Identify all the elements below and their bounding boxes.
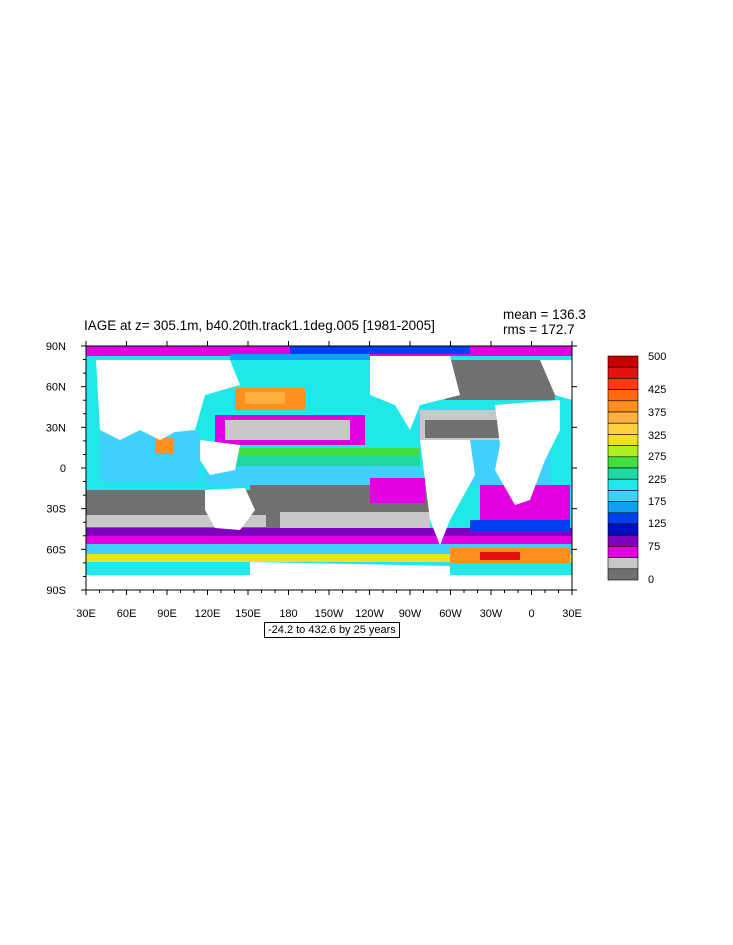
latitude-label: 90S xyxy=(46,585,66,597)
colorbar-label: 125 xyxy=(648,518,666,530)
longitude-label: 30E xyxy=(562,608,582,620)
colorbar-label: 500 xyxy=(648,351,666,363)
colorbar-labels: 500 425 375 325 275 225 175 125 75 0 xyxy=(648,351,666,586)
colorbar-label: 175 xyxy=(648,496,666,508)
colorbar-swatch xyxy=(607,557,639,570)
colorbar-swatch xyxy=(607,523,639,536)
colorbar xyxy=(607,355,639,581)
colorbar-swatch xyxy=(607,490,639,502)
ocean-age-field xyxy=(86,346,572,590)
latitude-label: 60N xyxy=(46,382,66,394)
longitude-label: 0 xyxy=(528,608,534,620)
latitude-label: 30S xyxy=(46,504,66,516)
longitude-label: 150E xyxy=(235,608,261,620)
longitude-label: 150W xyxy=(315,608,344,620)
colorbar-swatch xyxy=(607,378,639,390)
colorbar-swatch xyxy=(607,512,639,525)
colorbar-swatch xyxy=(607,422,639,435)
colorbar-swatch xyxy=(607,355,639,368)
colorbar-swatch xyxy=(607,568,639,581)
colorbar-label: 375 xyxy=(648,407,666,419)
colorbar-label: 75 xyxy=(648,541,660,553)
plot-title: IAGE at z= 305.1m, b40.20th.track1.1deg.… xyxy=(84,318,435,333)
longitude-label: 30E xyxy=(76,608,96,620)
latitude-label: 60S xyxy=(46,544,66,556)
colorbar-label: 275 xyxy=(648,451,666,463)
latitude-labels: 90N 60N 30N 0 30S 60S 90S xyxy=(46,341,66,597)
longitude-labels: 30E 60E 90E 120E 150E 180 150W 120W 90W 60W 30W 0 30… xyxy=(76,608,582,620)
colorbar-swatch xyxy=(607,445,639,458)
latitude-label: 0 xyxy=(60,463,66,475)
colorbar-swatch xyxy=(607,434,639,446)
colorbar-swatch xyxy=(607,456,639,469)
longitude-label: 120E xyxy=(195,608,221,620)
colorbar-swatch xyxy=(607,467,639,480)
longitude-label: 60W xyxy=(439,608,462,620)
longitude-label: 180 xyxy=(279,608,297,620)
latitude-label: 30N xyxy=(46,422,66,434)
colorbar-label: 325 xyxy=(648,430,666,442)
longitude-label: 90E xyxy=(157,608,177,620)
colorbar-swatch xyxy=(607,478,639,491)
latitude-label: 90N xyxy=(46,341,66,353)
longitude-label: 60E xyxy=(117,608,137,620)
colorbar-swatch xyxy=(607,411,639,424)
contour-range-label: -24.2 to 432.6 by 25 years xyxy=(264,622,400,638)
colorbar-swatch xyxy=(607,534,639,547)
longitude-label: 120W xyxy=(355,608,384,620)
mean-value: mean = 136.3 xyxy=(503,307,586,322)
colorbar-label: 0 xyxy=(648,574,654,586)
colorbar-swatch xyxy=(607,501,639,514)
colorbar-swatch xyxy=(607,366,639,379)
colorbar-swatch xyxy=(607,389,639,402)
longitude-label: 90W xyxy=(399,608,422,620)
colorbar-label: 425 xyxy=(648,384,666,396)
colorbar-label: 225 xyxy=(648,474,666,486)
latitude-ticks xyxy=(81,345,577,591)
longitude-label: 30W xyxy=(480,608,503,620)
colorbar-swatch xyxy=(607,546,639,558)
rms-value: rms = 172.7 xyxy=(503,322,575,337)
longitude-ticks xyxy=(85,341,573,595)
colorbar-swatch xyxy=(607,400,639,413)
